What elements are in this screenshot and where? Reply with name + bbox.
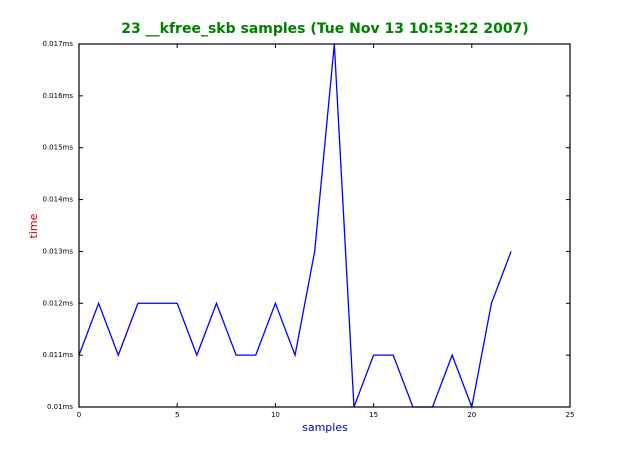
x-tick-label: 20 — [467, 411, 476, 419]
x-tick-label: 25 — [566, 411, 575, 419]
x-axis-label: samples — [302, 421, 348, 434]
y-tick-label: 0.014ms — [42, 196, 73, 204]
x-tick-label: 5 — [175, 411, 179, 419]
line — [78, 43, 512, 410]
y-tick-label: 0.015ms — [42, 144, 73, 152]
chart-title: 23 __kfree_skb samples (Tue Nov 13 10:53… — [121, 21, 528, 37]
plot-frame — [78, 43, 571, 408]
y-axis-label: time — [27, 213, 40, 238]
y-tick-label: 0.011ms — [42, 351, 73, 359]
y-tick-label: 0.016ms — [42, 92, 73, 100]
y-tick-label: 0.017ms — [42, 40, 73, 48]
x-tick-label: 15 — [369, 411, 378, 419]
y-tick-label: 0.012ms — [42, 299, 73, 307]
y-tick-label: 0.01ms — [47, 403, 73, 411]
x-tick-label: 10 — [271, 411, 280, 419]
y-tick-label: 0.013ms — [42, 247, 73, 255]
x-tick-label: 0 — [77, 411, 81, 419]
